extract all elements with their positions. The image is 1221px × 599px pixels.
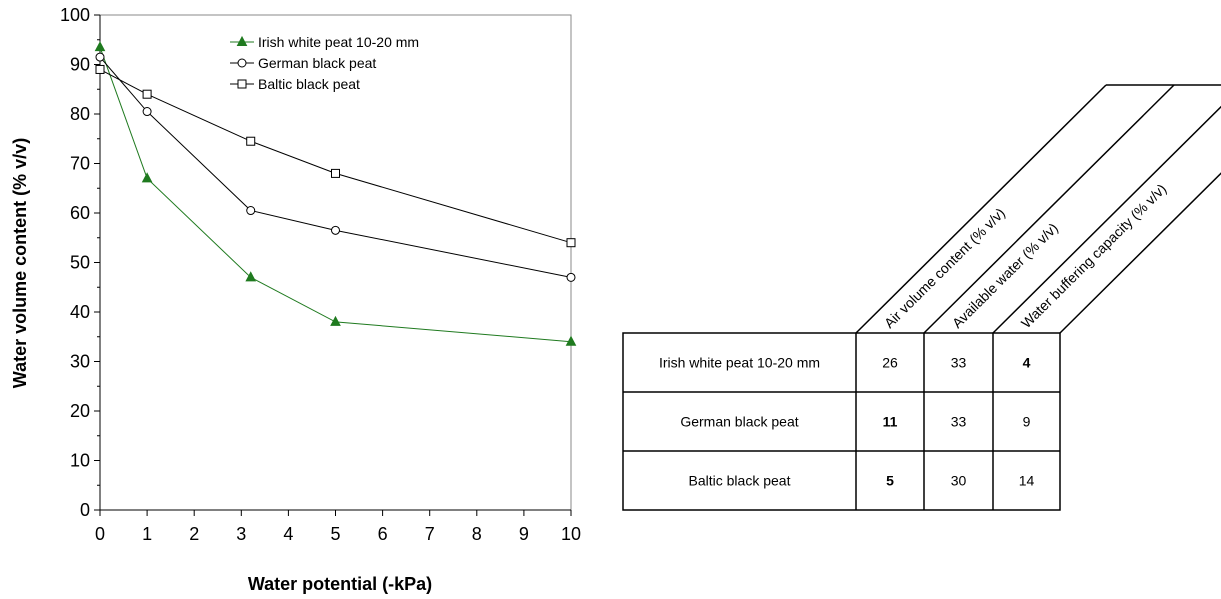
table-cell: 33 (951, 414, 967, 430)
x-tick-label: 9 (519, 524, 529, 544)
legend-label: Irish white peat 10-20 mm (258, 34, 419, 50)
y-tick-label: 80 (70, 104, 90, 124)
legend-marker (236, 35, 248, 46)
x-tick-label: 3 (236, 524, 246, 544)
legend-entry: German black peat (230, 55, 376, 71)
data-point (94, 41, 106, 52)
legend-label: Baltic black peat (258, 76, 360, 92)
data-point (142, 107, 152, 117)
x-axis-ticks: 0 1 2 3 4 5 6 7 8 9 10 (95, 510, 581, 544)
y-tick-label: 60 (70, 203, 90, 223)
series-1 (94, 41, 577, 346)
header-slant-line (923, 84, 1175, 334)
data-point (566, 272, 576, 282)
y-tick-label: 20 (70, 401, 90, 421)
x-tick-label: 1 (142, 524, 152, 544)
y-tick-label: 30 (70, 352, 90, 372)
legend-label: German black peat (258, 55, 376, 71)
data-point (141, 172, 153, 183)
table-body: Irish white peat 10-20 mm 26 33 4 German bla… (659, 355, 1035, 489)
table-cell: 33 (951, 355, 967, 371)
data-point (565, 335, 577, 346)
y-tick-label: 0 (80, 500, 90, 520)
legend-entry: Baltic black peat (230, 76, 360, 92)
header-slant-line (1059, 172, 1221, 334)
y-tick-label: 100 (60, 5, 90, 25)
data-point (331, 168, 340, 178)
series-layer (94, 41, 577, 346)
data-point (331, 225, 340, 235)
x-tick-label: 4 (283, 524, 293, 544)
table-cell: 4 (1023, 355, 1031, 371)
y-tick-label: 70 (70, 154, 90, 174)
row-label: Irish white peat 10-20 mm (659, 355, 820, 371)
series-2 (95, 52, 576, 282)
y-axis-title: Water volume content (% v/v) (10, 138, 30, 388)
x-tick-label: 7 (425, 524, 435, 544)
x-tick-label: 10 (561, 524, 581, 544)
x-tick-label: 8 (472, 524, 482, 544)
data-point (95, 64, 105, 74)
data-point (246, 136, 256, 146)
y-tick-label: 40 (70, 302, 90, 322)
x-tick-label: 2 (189, 524, 199, 544)
x-tick-label: 6 (378, 524, 388, 544)
row-label: German black peat (680, 414, 798, 430)
data-point (566, 238, 576, 248)
table-cell: 26 (882, 355, 898, 371)
column-header: Water buffering capacity (% v/v) (1018, 181, 1170, 332)
row-label: Baltic black peat (689, 473, 791, 489)
water-retention-chart: 0 10 20 30 40 50 60 70 80 90 100 0 1 2 3 4 5 6 7 8 9 10 Iris… (10, 5, 581, 594)
data-point (330, 315, 341, 326)
table-cell: 5 (886, 473, 894, 489)
y-tick-label: 90 (70, 55, 90, 75)
data-point (95, 52, 105, 62)
data-point (142, 89, 152, 99)
legend-marker (237, 79, 247, 89)
y-axis-ticks: 0 10 20 30 40 50 60 70 80 90 100 (60, 5, 100, 520)
table-grid (622, 84, 1221, 511)
table-border (622, 332, 1061, 511)
data-point (246, 206, 256, 216)
legend-marker (237, 58, 247, 68)
table-column-headers: Air volume content (% v/v)Available wate… (881, 181, 1170, 332)
header-slant-line (992, 105, 1221, 334)
table-cell: 30 (951, 473, 967, 489)
table-cell: 9 (1023, 414, 1031, 430)
series-3 (95, 64, 576, 248)
x-tick-label: 0 (95, 524, 105, 544)
table-cell: 14 (1019, 473, 1035, 489)
data-point (245, 271, 257, 282)
y-tick-label: 50 (70, 253, 90, 273)
table-cell: 11 (883, 414, 898, 430)
x-tick-label: 5 (330, 524, 340, 544)
x-axis-title: Water potential (-kPa) (248, 574, 432, 594)
y-tick-label: 10 (70, 451, 90, 471)
legend-entry: Irish white peat 10-20 mm (230, 34, 419, 50)
header-slant-line (855, 84, 1107, 334)
legend: Irish white peat 10-20 mm German black pe… (230, 34, 419, 92)
